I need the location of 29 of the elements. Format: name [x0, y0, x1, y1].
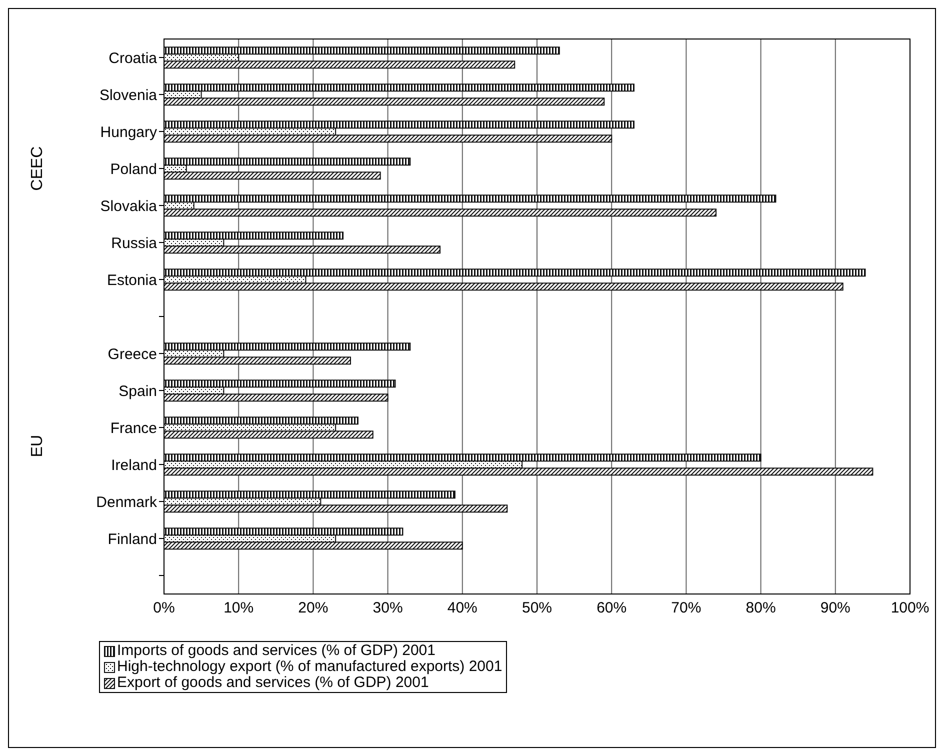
x-tick-label: 30% [372, 600, 403, 617]
x-tick-label: 0% [153, 600, 175, 617]
legend-label: Export of goods and services (% of GDP) 2001 [117, 674, 429, 691]
x-tick-label: 90% [820, 600, 850, 617]
legend-label: High-technology export (% of manufactured exports) 2001 [117, 658, 502, 675]
y-tick-label: Finland [108, 530, 157, 548]
y-tick-label: Poland [110, 160, 157, 178]
y-tick-label: Hungary [100, 124, 158, 141]
y-tick-label: Denmark [96, 494, 158, 511]
text: CEEC [29, 146, 46, 191]
y-tick-label: Slovakia [100, 198, 158, 215]
x-tick-label: 80% [746, 600, 776, 617]
y-tick-label: Estonia [106, 272, 158, 289]
x-tick-label: 50% [522, 600, 552, 617]
legend-label: Imports of goods and services (% of GDP) 2001 [117, 642, 436, 659]
x-tick-label: 70% [671, 600, 702, 617]
y-tick-label: France [110, 420, 157, 437]
x-tick-label: 20% [298, 600, 328, 617]
text: EU [29, 434, 46, 458]
y-tick-label: Russia [111, 234, 158, 252]
y-tick-label: Croatia [108, 50, 158, 67]
y-tick-label: Slovenia [99, 86, 158, 104]
y-tick-label: Spain [118, 382, 157, 400]
y-tick-label: Ireland [111, 456, 157, 474]
x-tick-label: 100% [890, 600, 930, 617]
x-tick-label: 60% [596, 600, 627, 617]
y-tick-label: Greece [108, 346, 157, 363]
x-tick-label: 10% [224, 600, 254, 617]
x-tick-label: 40% [447, 600, 478, 617]
